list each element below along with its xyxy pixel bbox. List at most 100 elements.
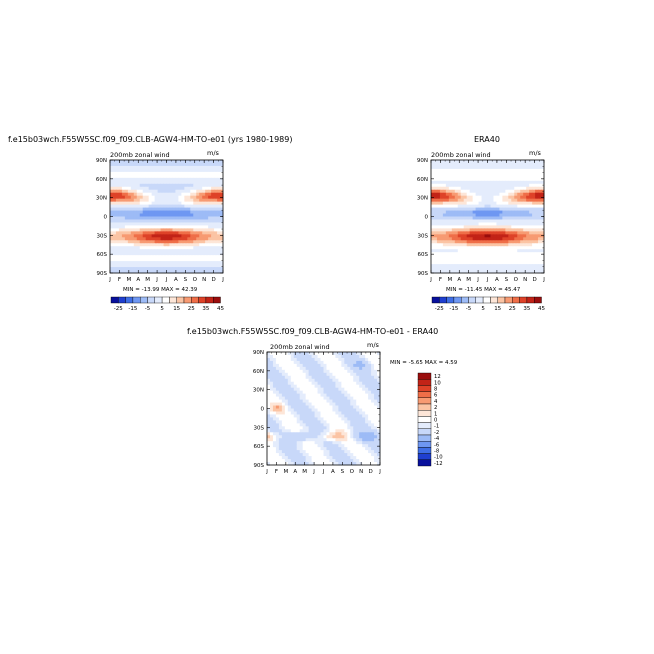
field-cell bbox=[211, 189, 215, 194]
field-cell bbox=[275, 417, 280, 421]
field-cell bbox=[463, 204, 468, 208]
x-tick-label: A bbox=[174, 277, 178, 283]
field-cell bbox=[436, 174, 441, 179]
field-cell bbox=[538, 183, 542, 188]
field-cell bbox=[199, 186, 203, 191]
field-cell bbox=[502, 243, 506, 247]
field-cell bbox=[490, 160, 494, 164]
field-cell bbox=[460, 165, 465, 170]
field-cell bbox=[532, 225, 536, 229]
field-cell bbox=[160, 165, 164, 170]
field-cell bbox=[151, 162, 156, 167]
field-cell bbox=[272, 354, 277, 359]
field-cell bbox=[454, 162, 459, 167]
field-cell bbox=[287, 366, 292, 371]
field-cell bbox=[220, 207, 224, 211]
field-cell bbox=[338, 390, 342, 395]
field-cell bbox=[267, 414, 271, 418]
field-cell bbox=[463, 258, 468, 262]
field-cell bbox=[163, 234, 167, 238]
field-cell bbox=[377, 390, 381, 395]
field-cell bbox=[508, 219, 512, 223]
field-cell bbox=[517, 192, 521, 197]
field-cell bbox=[338, 447, 342, 451]
field-cell bbox=[481, 174, 485, 179]
field-cell bbox=[133, 177, 138, 182]
field-cell bbox=[472, 258, 477, 262]
field-cell bbox=[299, 456, 304, 460]
field-cell bbox=[202, 252, 206, 256]
field-cell bbox=[278, 387, 283, 392]
field-cell bbox=[163, 186, 167, 191]
field-cell bbox=[136, 249, 141, 253]
field-cell bbox=[178, 216, 182, 220]
field-cell bbox=[448, 213, 453, 217]
field-cell bbox=[121, 165, 126, 170]
field-cell bbox=[332, 352, 336, 356]
field-cell bbox=[368, 456, 372, 460]
field-cell bbox=[538, 237, 542, 241]
field-cell bbox=[110, 255, 114, 259]
field-cell bbox=[299, 462, 304, 466]
field-cell bbox=[220, 204, 224, 208]
field-cell bbox=[499, 195, 503, 200]
field-cell bbox=[532, 160, 536, 164]
field-cell bbox=[193, 213, 197, 217]
field-cell bbox=[502, 189, 506, 194]
field-cell bbox=[466, 219, 471, 223]
field-cell bbox=[178, 192, 182, 197]
field-cell bbox=[287, 462, 292, 466]
field-cell bbox=[472, 234, 477, 238]
field-cell bbox=[538, 168, 542, 173]
field-cell bbox=[523, 177, 527, 182]
field-cell bbox=[451, 186, 456, 191]
field-cell bbox=[145, 174, 150, 179]
field-cell bbox=[338, 432, 342, 436]
field-cell bbox=[284, 381, 289, 386]
field-cell bbox=[508, 201, 512, 206]
field-cell bbox=[172, 160, 176, 164]
field-cell bbox=[296, 384, 301, 389]
field-cell bbox=[317, 441, 321, 445]
field-cell bbox=[181, 222, 185, 226]
field-cell bbox=[160, 249, 164, 253]
field-cell bbox=[127, 258, 132, 262]
field-cell bbox=[526, 252, 530, 256]
field-cell bbox=[184, 204, 188, 208]
field-cell bbox=[523, 216, 527, 220]
field-cell bbox=[538, 222, 542, 226]
field-cell bbox=[133, 174, 138, 179]
field-cell bbox=[371, 378, 375, 383]
field-cell bbox=[193, 240, 197, 244]
field-cell bbox=[130, 222, 135, 226]
field-cell bbox=[505, 171, 509, 176]
field-cell bbox=[208, 219, 212, 223]
field-cell bbox=[472, 171, 477, 176]
field-cell bbox=[290, 444, 295, 448]
field-cell bbox=[472, 225, 477, 229]
field-cell bbox=[460, 186, 465, 191]
field-cell bbox=[377, 363, 381, 368]
colorbar-label: -12 bbox=[434, 461, 443, 467]
field-cell bbox=[520, 180, 524, 185]
field-cell bbox=[445, 189, 450, 194]
field-cell bbox=[466, 213, 471, 217]
field-cell bbox=[478, 219, 482, 223]
field-cell bbox=[314, 441, 318, 445]
field-cell bbox=[311, 420, 315, 424]
field-cell bbox=[362, 381, 366, 386]
field-cell bbox=[142, 168, 147, 173]
field-cell bbox=[172, 204, 176, 208]
field-cell bbox=[163, 213, 167, 217]
field-cell bbox=[523, 195, 527, 200]
field-cell bbox=[454, 252, 459, 256]
field-cell bbox=[475, 213, 479, 217]
field-cell bbox=[112, 234, 117, 238]
field-cell bbox=[211, 165, 215, 170]
field-cell bbox=[136, 168, 141, 173]
field-cell bbox=[142, 198, 147, 203]
field-cell bbox=[538, 171, 542, 176]
field-cell bbox=[302, 363, 307, 368]
field-cell bbox=[157, 207, 161, 211]
